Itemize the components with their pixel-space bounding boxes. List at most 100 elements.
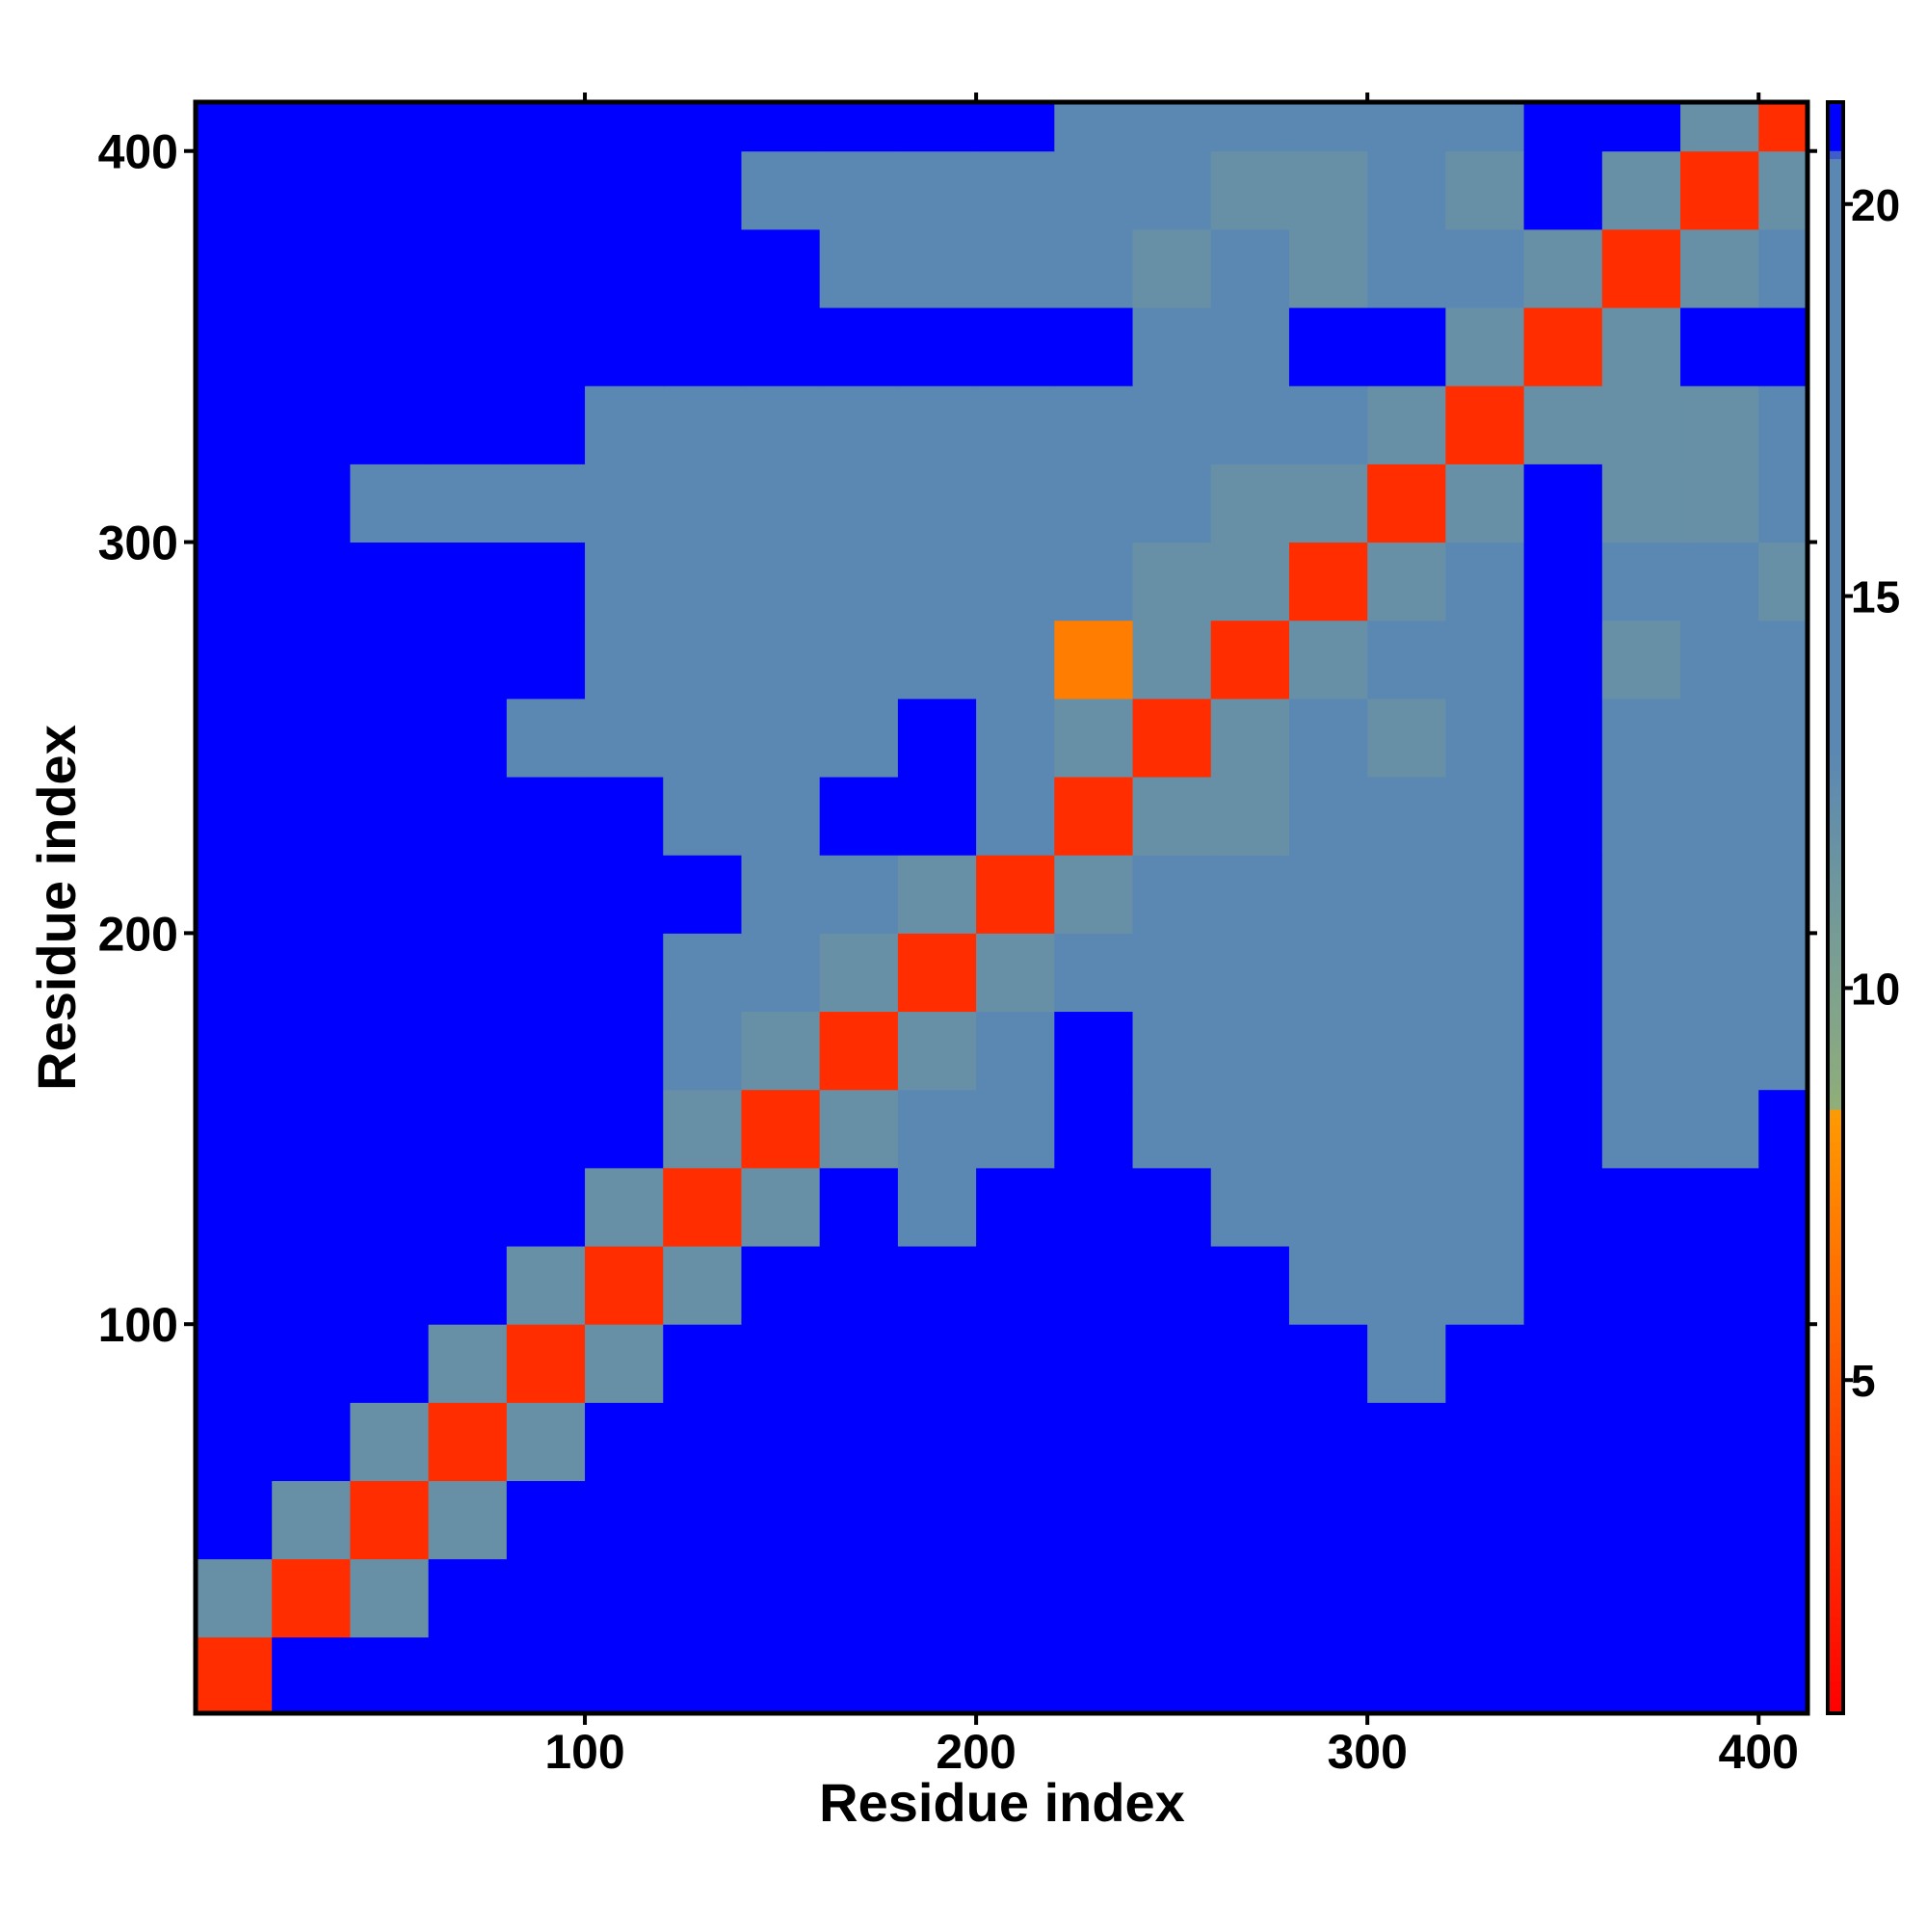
colorbar-swatch (1828, 278, 1843, 288)
heatmap-cell (585, 933, 664, 1013)
heatmap-cell (1758, 150, 1808, 230)
heatmap-cell (428, 1636, 508, 1713)
heatmap-cell (741, 1402, 821, 1482)
heatmap-cell (663, 1246, 742, 1325)
heatmap-cell (1132, 1324, 1212, 1403)
colorbar-swatch (1828, 1093, 1843, 1102)
heatmap-cell (1680, 1402, 1759, 1482)
colorbar-swatch (1828, 657, 1843, 667)
heatmap-cell (350, 463, 430, 543)
heatmap-cell (897, 1246, 977, 1325)
colorbar-swatch (1828, 1632, 1843, 1642)
heatmap-cell (1601, 620, 1681, 700)
colorbar-swatch (1828, 1302, 1843, 1311)
colorbar-swatch (1828, 810, 1843, 820)
heatmap-cell (897, 1089, 977, 1169)
colorbar-swatch (1828, 1374, 1843, 1384)
colorbar-swatch (1828, 1335, 1843, 1344)
colorbar-swatch (1828, 190, 1843, 199)
heatmap-cell (196, 1636, 273, 1713)
colorbar-swatch (1828, 408, 1843, 417)
colorbar-swatch (1828, 1181, 1843, 1191)
colorbar-swatch (1828, 940, 1843, 949)
colorbar-swatch (1828, 899, 1843, 909)
colorbar-swatch (1828, 1222, 1843, 1231)
colorbar-swatch (1828, 271, 1843, 280)
heatmap-cell (897, 1402, 977, 1482)
colorbar-swatch (1828, 988, 1843, 997)
heatmap-cell (506, 463, 586, 543)
colorbar-swatch (1828, 754, 1843, 764)
colorbar-swatch (1828, 456, 1843, 465)
heatmap-cell (1132, 777, 1212, 856)
heatmap-cell (1288, 463, 1368, 543)
colorbar-swatch (1828, 1270, 1843, 1280)
heatmap-cell (1132, 1636, 1212, 1713)
colorbar-swatch (1828, 1020, 1843, 1029)
heatmap-cell (663, 1402, 742, 1482)
colorbar-swatch (1828, 1649, 1843, 1658)
colorbar-swatch (1828, 1149, 1843, 1158)
colorbar-swatch (1828, 1705, 1843, 1714)
heatmap-cell (1601, 102, 1681, 152)
colorbar-swatch (1828, 649, 1843, 659)
heatmap-cell (272, 1246, 351, 1325)
colorbar-swatch (1828, 1656, 1843, 1666)
colorbar-swatch (1828, 158, 1843, 168)
colorbar-swatch (1828, 359, 1843, 369)
heatmap-cell (196, 1089, 273, 1169)
heatmap-cell (1210, 1246, 1290, 1325)
heatmap-cell (428, 1089, 508, 1169)
colorbar-swatch (1828, 230, 1843, 240)
heatmap-cell (506, 1558, 586, 1638)
heatmap-cell (1680, 1558, 1759, 1638)
colorbar-swatch (1828, 1125, 1843, 1134)
heatmap-cell (1288, 1636, 1368, 1713)
heatmap-cell (819, 385, 899, 464)
heatmap-cell (1523, 150, 1603, 230)
heatmap-cell (1367, 933, 1446, 1013)
heatmap-cell (1288, 855, 1368, 934)
heatmap-cell (663, 1167, 742, 1247)
heatmap-cell (506, 1089, 586, 1169)
heatmap-cell (1210, 1558, 1290, 1638)
heatmap-cell (506, 1402, 586, 1482)
heatmap-cell (196, 1246, 273, 1325)
y-axis-title: Residue index (26, 725, 87, 1091)
heatmap-cell (976, 1011, 1055, 1091)
heatmap-cell (897, 1636, 977, 1713)
heatmap-cell (1445, 102, 1525, 152)
heatmap-cell (1054, 307, 1134, 386)
heatmap-cell (428, 1011, 508, 1091)
heatmap-cell (663, 777, 742, 856)
heatmap-cell (350, 1480, 430, 1560)
heatmap-cell (976, 1089, 1055, 1169)
colorbar-swatch (1828, 1568, 1843, 1577)
heatmap-cell (1758, 1011, 1808, 1091)
heatmap-cell (1288, 1324, 1368, 1403)
colorbar-swatch (1828, 851, 1843, 860)
heatmap-cell (1758, 1246, 1808, 1325)
colorbar-swatch (1828, 770, 1843, 780)
heatmap-cell (1210, 855, 1290, 934)
heatmap-cell (819, 307, 899, 386)
heatmap-cell (1445, 1246, 1525, 1325)
heatmap-cell (196, 620, 273, 700)
heatmap-cell (1758, 542, 1808, 622)
colorbar-swatch (1828, 416, 1843, 425)
heatmap-cell (741, 1324, 821, 1403)
colorbar-swatch (1828, 1076, 1843, 1086)
colorbar-swatch (1828, 263, 1843, 273)
heatmap-cell (1210, 1636, 1290, 1713)
heatmap-cell (819, 228, 899, 308)
colorbar-swatch (1828, 343, 1843, 353)
heatmap-cell (741, 385, 821, 464)
heatmap-cell (1054, 463, 1134, 543)
colorbar-swatch (1828, 376, 1843, 385)
colorbar-swatch (1828, 609, 1843, 619)
heatmap-cell (1210, 463, 1290, 543)
colorbar-swatch (1828, 1100, 1843, 1110)
colorbar-swatch (1828, 908, 1843, 916)
heatmap-cell (663, 150, 742, 230)
colorbar-swatch (1828, 859, 1843, 868)
